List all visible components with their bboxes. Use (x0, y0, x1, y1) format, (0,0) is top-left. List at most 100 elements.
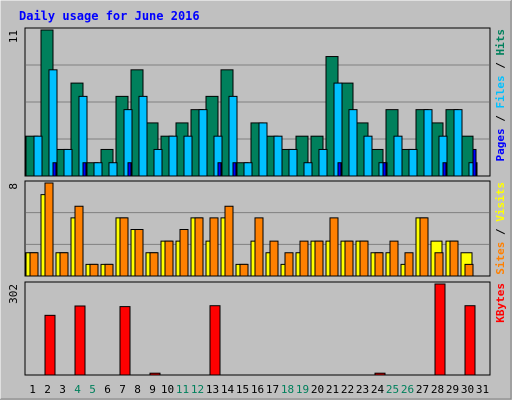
bar-files-day-5 (93, 162, 103, 177)
bar-pages-day-7 (127, 162, 132, 177)
bar-pages-day-4 (82, 162, 87, 177)
bar-sites-day-30 (464, 263, 474, 277)
bar-kbytes-day-2 (44, 314, 56, 376)
bar-pages-day-21 (337, 162, 342, 177)
x-tick-label: 16 (251, 383, 264, 396)
x-tick-label: 11 (176, 383, 189, 396)
bar-files-day-11 (183, 135, 193, 177)
bar-files-day-26 (408, 148, 418, 177)
x-tick-label: 28 (431, 383, 444, 396)
bar-kbytes-day-24 (374, 372, 386, 376)
bar-sites-day-2 (44, 182, 54, 277)
bar-pages-day-30 (472, 148, 477, 177)
x-tick-label: 25 (386, 383, 399, 396)
bar-pages-day-24 (382, 162, 387, 177)
bar-files-day-29 (453, 109, 463, 177)
x-tick-label: 19 (296, 383, 309, 396)
y-max-label: 8 (7, 183, 20, 190)
bar-kbytes-day-9 (149, 372, 161, 376)
x-tick-label: 27 (416, 383, 429, 396)
legend-label-visits: Visits (494, 182, 507, 222)
x-tick-label: 30 (461, 383, 474, 396)
y-max-label: 11 (7, 30, 20, 43)
bar-pages-day-28 (442, 162, 447, 177)
legend-label-pages: Pages (494, 128, 507, 161)
x-tick-label: 17 (266, 383, 279, 396)
bar-sites-day-15 (239, 263, 249, 277)
bar-files-day-15 (243, 162, 253, 177)
x-tick-label: 10 (161, 383, 174, 396)
x-tick-label: 21 (326, 383, 339, 396)
bar-kbytes-day-13 (209, 305, 221, 376)
bar-sites-day-1 (29, 252, 39, 277)
bar-kbytes-day-30 (464, 305, 476, 376)
bar-files-day-6 (108, 162, 118, 177)
x-tick-label: 2 (44, 383, 51, 396)
bar-sites-day-26 (404, 252, 414, 277)
bar-sites-day-29 (449, 240, 459, 277)
bar-kbytes-day-28 (434, 283, 446, 376)
x-tick-label: 12 (191, 383, 204, 396)
chart-panels: 11 Pages / Files / Hits 8 Sites / Visits 302… (7, 27, 507, 376)
bar-files-day-12 (198, 109, 208, 177)
bar-sites-day-4 (74, 205, 84, 277)
chart-title: Daily usage for June 2016 (19, 9, 200, 23)
legend-label-kbytes: KBytes (494, 283, 507, 323)
x-axis-labels: 1 2 3 4 5 6 7 8 9 10 11 12 13 14 15 16 17 18 19 20 21 22 23 24 2… (29, 383, 489, 396)
x-tick-label: 18 (281, 383, 294, 396)
bar-files-day-16 (258, 122, 268, 177)
bar-pages-day-13 (217, 162, 222, 177)
x-tick-label: 5 (89, 383, 96, 396)
bar-files-day-18 (288, 148, 298, 177)
x-tick-label: 1 (29, 383, 36, 396)
bar-sites-day-28 (434, 252, 444, 277)
bar-sites-day-6 (104, 263, 114, 277)
bar-sites-day-8 (134, 229, 144, 277)
bar-files-day-21 (333, 82, 343, 177)
bar-sites-day-11 (179, 229, 189, 277)
bar-sites-day-3 (59, 252, 69, 277)
bar-files-day-9 (153, 148, 163, 177)
bar-files-day-3 (63, 148, 73, 177)
x-tick-label: 14 (221, 383, 235, 396)
x-tick-label: 26 (401, 383, 414, 396)
bar-files-day-19 (303, 162, 313, 177)
bar-sites-day-16 (254, 217, 264, 277)
chart-panel-3: 302 KBytes (7, 281, 507, 376)
x-tick-label: 15 (236, 383, 249, 396)
x-tick-label: 22 (341, 383, 354, 396)
legend: KBytes (494, 283, 507, 323)
chart-panel-2: 8 Sites / Visits (7, 180, 507, 277)
x-tick-label: 29 (446, 383, 459, 396)
legend-separator: / (494, 222, 507, 242)
legend-label-sites: Sites (494, 242, 507, 275)
bar-kbytes-day-4 (74, 305, 86, 376)
bar-sites-day-20 (314, 240, 324, 277)
x-tick-label: 20 (311, 383, 324, 396)
x-tick-label: 23 (356, 383, 369, 396)
bar-sites-day-27 (419, 217, 429, 277)
legend-label-files: Files (494, 75, 507, 108)
legend-separator: / (494, 109, 507, 129)
bar-files-day-22 (348, 109, 358, 177)
x-tick-label: 6 (104, 383, 111, 396)
x-tick-label: 31 (476, 383, 489, 396)
bar-sites-day-13 (209, 217, 219, 277)
bar-sites-day-21 (329, 217, 339, 277)
x-tick-label: 13 (206, 383, 219, 396)
bar-sites-day-9 (149, 252, 159, 277)
bar-sites-day-7 (119, 217, 129, 277)
legend: Pages / Files / Hits (494, 29, 507, 162)
bar-sites-day-5 (89, 263, 99, 277)
x-tick-label: 9 (149, 383, 156, 396)
x-tick-label: 3 (59, 383, 66, 396)
bar-files-day-27 (423, 109, 433, 177)
bar-sites-day-12 (194, 217, 204, 277)
bar-pages-day-2 (52, 162, 57, 177)
x-tick-label: 4 (74, 383, 81, 396)
bar-sites-day-23 (359, 240, 369, 277)
bar-sites-day-10 (164, 240, 174, 277)
chart-panel-1: 11 Pages / Files / Hits (7, 27, 507, 177)
bar-sites-day-17 (269, 240, 279, 277)
